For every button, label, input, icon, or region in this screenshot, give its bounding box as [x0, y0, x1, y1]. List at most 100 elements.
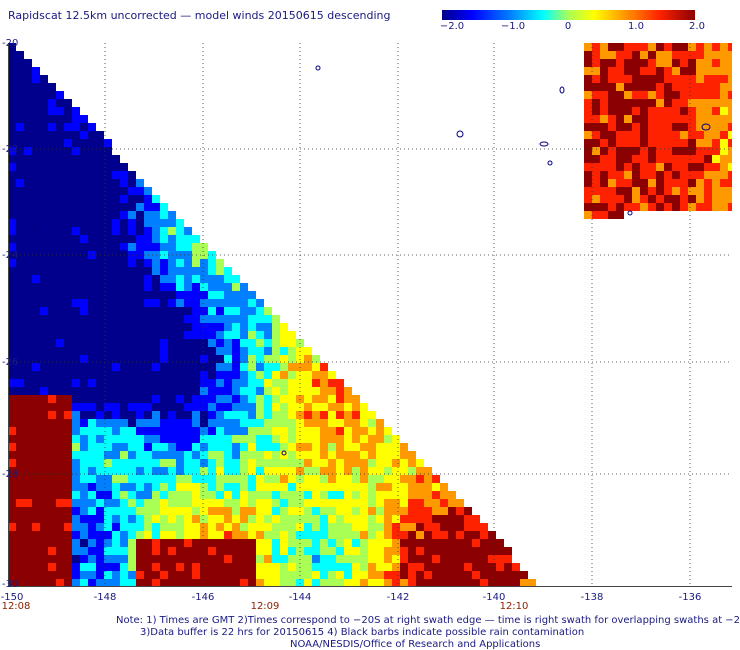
wind-cell [584, 43, 592, 51]
wind-cell [640, 91, 648, 99]
wind-cell [416, 459, 424, 467]
wind-cell [312, 547, 320, 555]
wind-cell [416, 507, 424, 515]
wind-cell [176, 267, 184, 275]
wind-cell [328, 555, 336, 563]
wind-cell [128, 339, 136, 347]
wind-cell [80, 163, 88, 171]
wind-cell [152, 219, 160, 227]
wind-cell [728, 155, 732, 163]
wind-cell [376, 507, 384, 515]
wind-cell [176, 371, 184, 379]
wind-cell [80, 363, 88, 371]
wind-cell [80, 307, 88, 315]
wind-cell [32, 371, 40, 379]
wind-cell [192, 419, 200, 427]
wind-cell [120, 491, 128, 499]
wind-cell [24, 163, 32, 171]
wind-cell [472, 571, 480, 579]
wind-cell [104, 411, 112, 419]
wind-cell [248, 443, 256, 451]
wind-cell [40, 291, 48, 299]
wind-cell [600, 59, 608, 67]
wind-cell [648, 195, 656, 203]
wind-cell [72, 147, 80, 155]
wind-cell [640, 99, 648, 107]
wind-cell [616, 123, 624, 131]
wind-cell [256, 435, 264, 443]
wind-cell [16, 91, 24, 99]
wind-cell [144, 371, 152, 379]
wind-cell [672, 99, 680, 107]
footnote-line-2: 3)Data buffer is 22 hrs for 20150615 4) … [140, 627, 585, 638]
wind-cell [16, 387, 24, 395]
wind-cell [128, 235, 136, 243]
wind-cell [192, 387, 200, 395]
wind-cell [168, 363, 176, 371]
wind-cell [288, 555, 296, 563]
wind-cell [400, 555, 408, 563]
wind-cell [176, 547, 184, 555]
wind-cell [416, 499, 424, 507]
wind-cell [424, 555, 432, 563]
wind-cell [280, 363, 288, 371]
wind-cell [280, 387, 288, 395]
wind-cell [40, 459, 48, 467]
wind-cell [72, 531, 80, 539]
wind-cell [288, 379, 296, 387]
wind-cell [368, 427, 376, 435]
wind-cell [176, 339, 184, 347]
wind-cell [8, 331, 16, 339]
wind-cell [112, 299, 120, 307]
wind-cell [16, 531, 24, 539]
wind-cell [168, 259, 176, 267]
wind-cell [232, 507, 240, 515]
wind-cell [16, 267, 24, 275]
wind-cell [56, 467, 64, 475]
wind-cell [456, 515, 464, 523]
wind-cell [344, 467, 352, 475]
wind-cell [240, 339, 248, 347]
wind-cell [640, 171, 648, 179]
wind-cell [288, 443, 296, 451]
wind-cell [200, 435, 208, 443]
wind-cell [264, 395, 272, 403]
wind-cell [592, 83, 600, 91]
wind-cell [96, 139, 104, 147]
wind-cell [80, 275, 88, 283]
wind-cell [448, 523, 456, 531]
wind-cell [256, 483, 264, 491]
wind-cell [352, 411, 360, 419]
wind-cell [272, 395, 280, 403]
wind-cell [232, 491, 240, 499]
wind-cell [272, 475, 280, 483]
lat-label: -30 [2, 579, 19, 590]
wind-cell [328, 491, 336, 499]
wind-cell [688, 147, 696, 155]
wind-cell [664, 43, 672, 51]
wind-cell [64, 171, 72, 179]
wind-cell [128, 219, 136, 227]
wind-cell [248, 387, 256, 395]
wind-cell [72, 347, 80, 355]
wind-cell [208, 555, 216, 563]
wind-cell [80, 403, 88, 411]
wind-cell [440, 515, 448, 523]
wind-cell [72, 419, 80, 427]
wind-cell [256, 379, 264, 387]
wind-cell [136, 571, 144, 579]
wind-cell [472, 515, 480, 523]
wind-cell [144, 275, 152, 283]
wind-cell [16, 115, 24, 123]
wind-cell [240, 555, 248, 563]
wind-cell [696, 195, 704, 203]
wind-cell [104, 539, 112, 547]
wind-cell [152, 403, 160, 411]
wind-cell [152, 235, 160, 243]
wind-cell [120, 371, 128, 379]
wind-cell [216, 411, 224, 419]
wind-cell [216, 291, 224, 299]
wind-cell [64, 291, 72, 299]
wind-cell [616, 139, 624, 147]
wind-cell [216, 371, 224, 379]
